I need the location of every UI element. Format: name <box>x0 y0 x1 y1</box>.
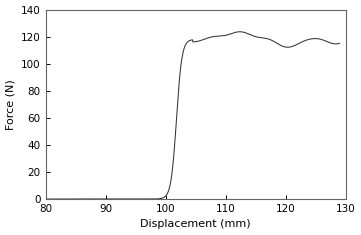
Y-axis label: Force (N): Force (N) <box>5 79 16 130</box>
X-axis label: Displacement (mm): Displacement (mm) <box>140 219 251 229</box>
